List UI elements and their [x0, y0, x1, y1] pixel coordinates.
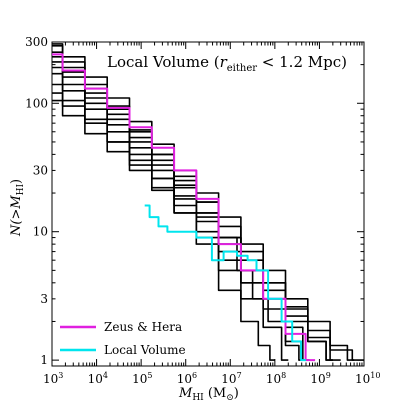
x-tick-label: 108	[266, 371, 286, 386]
y-tick-label: 100	[25, 96, 48, 110]
x-axis-label: MHI (M⊙)	[178, 386, 239, 403]
y-tick-label: 300	[25, 35, 48, 49]
x-tick-label: 105	[132, 371, 152, 386]
chart-title: Local Volume (reither < 1.2 Mpc)	[107, 53, 347, 74]
series-local-volume	[144, 204, 306, 362]
axis-ticks: 103 104 105 106 107 108 109 1010 1 3 10 30 100 300	[25, 35, 380, 386]
title-relation: < 1.2 Mpc)	[257, 53, 347, 71]
legend: Zeus & Hera Local Volume	[60, 320, 186, 357]
x-tick-label: 109	[310, 371, 330, 386]
x-tick-label: 107	[221, 371, 241, 386]
y-tick-label: 30	[33, 163, 48, 177]
y-axis-label: N(>MHI)	[9, 179, 26, 237]
x-tick-label: 106	[177, 371, 197, 386]
x-tick-label: 103	[43, 371, 63, 386]
plot-frame	[51, 41, 365, 367]
legend-label-local-volume: Local Volume	[104, 343, 186, 357]
legend-label-zeus-hera: Zeus & Hera	[104, 320, 182, 334]
x-tick-label: 104	[88, 371, 108, 386]
y-tick-label: 1	[40, 353, 48, 367]
series-simulation-5	[52, 72, 289, 361]
series-lines	[52, 43, 364, 362]
y-tick-label: 3	[40, 292, 48, 306]
series-zeus-hera	[52, 53, 316, 362]
title-symbol: r	[220, 53, 228, 71]
series-simulation-3	[52, 61, 310, 361]
title-subscript: either	[227, 63, 257, 74]
series-simulation-10	[52, 56, 306, 361]
plot-border	[51, 41, 365, 367]
x-tick-label: 1010	[355, 371, 380, 386]
series-simulation-4	[52, 66, 333, 361]
y-tick-label: 10	[33, 225, 48, 239]
